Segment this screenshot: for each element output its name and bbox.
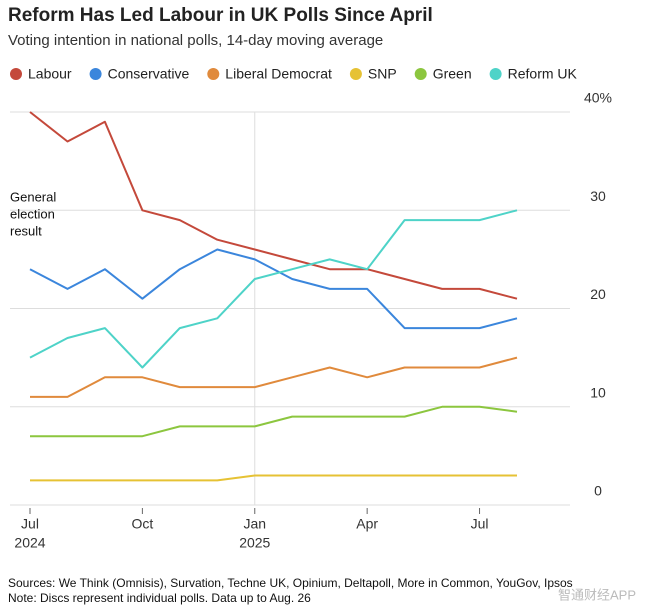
legend-label: SNP xyxy=(368,66,397,82)
legend-swatch xyxy=(10,68,22,80)
legend-swatch xyxy=(207,68,220,80)
legend-swatch xyxy=(349,68,362,80)
series-line xyxy=(29,248,518,330)
series-line xyxy=(30,405,518,438)
annotation: General xyxy=(10,189,56,204)
x-year-label: 2025 xyxy=(239,535,270,551)
plot-area: 0 10 20 30 40% Jul Oct Jan Apr Jul 2024 2025 General… xyxy=(10,90,612,551)
source-note: Sources: We Think (Omnisis), Survation, … xyxy=(8,576,573,590)
chart-title: Reform Has Led Labour in UK Polls Since … xyxy=(8,5,433,26)
y-tick-label: 20 xyxy=(590,286,606,302)
legend-label: Liberal Democrat xyxy=(225,66,332,82)
legend: Labour Conservative Liberal Democrat SNP Gre… xyxy=(10,66,578,82)
watermark: 智通财经APP xyxy=(558,587,636,602)
legend-label: Reform UK xyxy=(508,66,578,82)
series-line xyxy=(29,111,518,300)
x-year-label: 2024 xyxy=(14,535,45,551)
legend-label: Labour xyxy=(28,66,72,82)
x-tick-label: Apr xyxy=(356,516,378,532)
chart-subtitle: Voting intention in national polls, 14-d… xyxy=(8,32,383,49)
series-line xyxy=(30,356,518,398)
series-line xyxy=(30,474,517,482)
x-tick-label: Jan xyxy=(243,516,266,532)
y-tick-label: 0 xyxy=(594,483,602,499)
legend-label: Conservative xyxy=(108,66,190,82)
x-tick-label: Oct xyxy=(131,516,153,532)
annotation: election xyxy=(10,206,55,221)
legend-swatch xyxy=(414,68,427,80)
x-tick-label: Jul xyxy=(471,516,489,532)
legend-swatch xyxy=(89,68,102,80)
y-tick-label: 40% xyxy=(584,90,612,106)
series-line xyxy=(29,209,518,369)
annotation: result xyxy=(10,223,42,238)
y-tick-label: 30 xyxy=(590,188,606,204)
footnote: Note: Discs represent individual polls. … xyxy=(8,591,311,605)
legend-swatch xyxy=(489,68,502,80)
legend-label: Green xyxy=(433,66,472,82)
x-tick-label: Jul xyxy=(21,516,39,532)
y-tick-label: 10 xyxy=(590,384,606,400)
